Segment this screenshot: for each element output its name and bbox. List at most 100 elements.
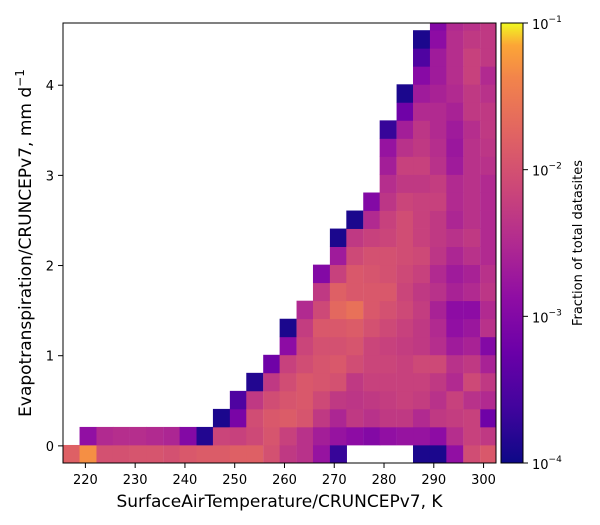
heatmap-cell: [329, 408, 347, 428]
heatmap-cell: [413, 228, 431, 247]
x-tick-label: 270: [322, 473, 347, 488]
heatmap-cell: [413, 66, 431, 85]
heatmap-cell: [413, 138, 431, 157]
heatmap-cell: [429, 246, 447, 266]
heatmap-cell: [446, 30, 464, 49]
y-tick-label: 0: [46, 440, 54, 455]
heatmap-cell: [446, 264, 464, 284]
heatmap-cell: [312, 264, 331, 284]
heatmap-cell: [329, 264, 347, 284]
heatmap-cell: [229, 426, 247, 446]
heatmap-cell: [413, 246, 431, 266]
heatmap-cell: [463, 210, 481, 229]
colorbar-tick-label: 10−3: [532, 308, 562, 326]
heatmap-cell: [379, 300, 397, 320]
heatmap-cell: [129, 444, 147, 464]
heatmap-cell: [429, 120, 447, 139]
heatmap-cell: [480, 318, 497, 338]
heatmap-cell: [480, 120, 497, 139]
heatmap-cell: [246, 390, 264, 410]
heatmap-cell: [480, 84, 497, 103]
heatmap-cell: [480, 156, 497, 175]
heatmap-cell: [396, 318, 414, 338]
heatmap-cell: [480, 282, 497, 302]
x-tick-label: 230: [123, 473, 148, 488]
heatmap-cell: [379, 210, 397, 229]
heatmap-cell: [346, 354, 364, 374]
heatmap-cell: [346, 336, 364, 356]
heatmap-cell: [463, 30, 481, 49]
heatmap-cell: [429, 300, 447, 320]
heatmap-cell: [480, 372, 497, 392]
heatmap-cell: [446, 210, 464, 229]
heatmap-cell: [263, 426, 281, 446]
heatmap-cell: [480, 228, 497, 247]
x-axis-label: SurfaceAirTemperature/CRUNCEPv7, K: [116, 492, 443, 512]
heatmap-cell: [463, 228, 481, 247]
heatmap-cell: [429, 228, 447, 247]
heatmap-cell: [212, 426, 230, 446]
heatmap-cell: [429, 156, 447, 175]
heatmap-cell: [480, 48, 497, 67]
heatmap-cell: [279, 426, 297, 446]
heatmap-cell: [329, 426, 347, 446]
heatmap-cell: [279, 372, 297, 392]
heatmap-cell: [480, 174, 497, 193]
heatmap-cell: [379, 426, 397, 446]
heatmap-cell: [212, 408, 230, 428]
heatmap-cell: [379, 174, 397, 193]
heatmap-cell: [396, 264, 414, 284]
heatmap-cell: [413, 318, 431, 338]
heatmap-cell: [463, 444, 481, 464]
heatmap-cell: [279, 444, 297, 464]
heatmap-cell: [429, 264, 447, 284]
heatmap-cell: [279, 390, 297, 410]
heatmap-cell: [429, 84, 447, 103]
heatmap-cell: [296, 300, 314, 320]
heatmap-cell: [296, 318, 314, 338]
heatmap-cell: [396, 354, 414, 374]
heatmap-cell: [480, 102, 497, 121]
heatmap-cell: [379, 372, 397, 392]
heatmap-cell: [480, 264, 497, 284]
heatmap-cell: [363, 264, 381, 284]
heatmap-cell: [296, 444, 314, 464]
heatmap-cell: [396, 138, 414, 157]
heatmap-cell: [413, 390, 431, 410]
heatmap-cell: [413, 426, 431, 446]
heatmap-cell: [463, 174, 481, 193]
heatmap-cell: [246, 426, 264, 446]
heatmap-cells: [63, 23, 497, 464]
x-tick-label: 250: [222, 473, 247, 488]
heatmap-cell: [446, 228, 464, 247]
heatmap-cell: [413, 84, 431, 103]
heatmap-cell: [429, 23, 447, 31]
heatmap-cell: [413, 48, 431, 67]
heatmap-cell: [363, 246, 381, 266]
heatmap-cell: [446, 66, 464, 85]
colorbar-tick-label: 10−4: [532, 455, 562, 473]
heatmap-cell: [379, 282, 397, 302]
heatmap-cell: [279, 336, 297, 356]
heatmap-cell: [312, 372, 331, 392]
heatmap-cell: [463, 390, 481, 410]
heatmap-cell: [396, 120, 414, 139]
heatmap-cell: [463, 84, 481, 103]
heatmap-cell: [463, 23, 481, 31]
heatmap-cell: [346, 390, 364, 410]
heatmap-cell: [363, 390, 381, 410]
y-axis-label-main: Evapotranspiration/CRUNCEPv7, mm d: [16, 87, 36, 417]
heatmap-cell: [329, 300, 347, 320]
heatmap-cell: [446, 390, 464, 410]
x-tick-label: 260: [272, 473, 297, 488]
heatmap-cell: [396, 84, 414, 103]
heatmap-cell: [463, 300, 481, 320]
heatmap-cell: [463, 48, 481, 67]
heatmap-cell: [229, 444, 247, 464]
heatmap-cell: [429, 318, 447, 338]
heatmap-cell: [396, 426, 414, 446]
heatmap-cell: [396, 282, 414, 302]
heatmap-cell: [480, 336, 497, 356]
heatmap-cell: [463, 66, 481, 85]
heatmap-cell: [480, 246, 497, 266]
